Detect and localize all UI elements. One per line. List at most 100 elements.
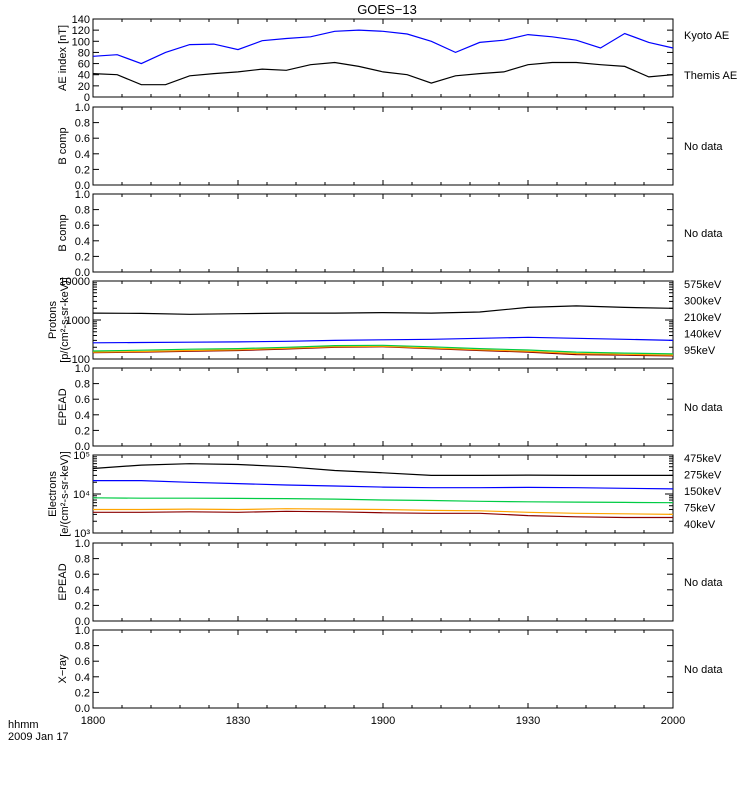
- y-axis-unit-label: [e/(cm²-s-sr-keV)]: [59, 451, 71, 537]
- y-tick-label: 1.0: [75, 363, 90, 375]
- panel-protons: 100 1000 10000 Protons [p/(cm²-s-sr-keV)] 575…: [47, 276, 722, 366]
- y-tick-label: 20: [78, 81, 90, 93]
- panel-xray: 0.0 0.2 0.4 0.6 0.8 1.0 X−ray No data: [57, 625, 723, 715]
- figure-title: GOES−13: [357, 2, 417, 17]
- y-tick-label: 0.6: [75, 656, 90, 668]
- legend-label: 210keV: [684, 312, 722, 324]
- series-line-95kev: [92, 305, 674, 315]
- y-tick-label: 1.0: [75, 189, 90, 201]
- legend-label: 140keV: [684, 329, 722, 341]
- no-data-label: No data: [684, 664, 723, 676]
- y-tick-label: 0.8: [75, 205, 90, 217]
- legend-label: 475keV: [684, 453, 722, 465]
- y-tick-label: 1.0: [75, 102, 90, 114]
- y-axis-label: X−ray: [57, 654, 69, 684]
- y-tick-label: 0.4: [75, 410, 90, 422]
- y-tick-label: 60: [78, 59, 90, 71]
- y-tick-label: 0.8: [75, 554, 90, 566]
- y-tick-label: 0.8: [75, 118, 90, 130]
- y-axis-label: AE index [nT]: [57, 25, 69, 91]
- y-axis-label: Electrons: [47, 471, 59, 517]
- y-tick-label: 0.0: [75, 441, 90, 453]
- y-axis-label: Protons: [47, 301, 59, 339]
- legend-label: 275keV: [684, 470, 722, 482]
- y-tick-label: 120: [72, 25, 90, 37]
- y-tick-label: 0.0: [75, 616, 90, 628]
- y-tick-label: 1.0: [75, 625, 90, 637]
- series-line-75kev: [93, 480, 674, 490]
- x-tick-label: 1830: [226, 715, 250, 727]
- y-tick-label: 0.2: [75, 687, 90, 699]
- no-data-label: No data: [684, 141, 723, 153]
- y-tick-label: 10⁵: [73, 450, 90, 462]
- series-line-kyoto-ae: [92, 29, 674, 65]
- y-tick-label: 0.4: [75, 672, 90, 684]
- y-tick-label: 40: [78, 70, 90, 82]
- series-line-300kev: [92, 345, 674, 356]
- series-line-40kev: [92, 463, 673, 476]
- y-tick-label: 0.6: [75, 133, 90, 145]
- legend-label: Themis AE: [684, 70, 737, 82]
- legend-label: 40keV: [684, 519, 716, 531]
- y-tick-label: 1000: [66, 315, 90, 327]
- y-tick-label: 0.6: [75, 394, 90, 406]
- y-axis-label: B comp: [57, 127, 69, 164]
- x-tick-label: 1900: [371, 715, 395, 727]
- no-data-label: No data: [684, 402, 723, 414]
- y-tick-label: 0.4: [75, 585, 90, 597]
- y-tick-label: 0.2: [75, 425, 90, 437]
- panel-epead2: 0.0 0.2 0.4 0.6 0.8 1.0 EPEAD No data: [57, 538, 723, 628]
- y-tick-label: 1.0: [75, 538, 90, 550]
- y-tick-label: 10⁴: [73, 489, 90, 501]
- y-tick-label: 80: [78, 47, 90, 59]
- x-tick-label: 2000: [661, 715, 685, 727]
- y-tick-label: 0.0: [75, 180, 90, 192]
- series-line-150kev: [92, 497, 674, 504]
- no-data-label: No data: [684, 577, 723, 589]
- legend-label: 95keV: [684, 345, 716, 357]
- y-tick-label: 0: [84, 92, 90, 104]
- y-tick-label: 0.8: [75, 379, 90, 391]
- y-tick-label: 10³: [74, 528, 90, 540]
- y-tick-label: 0.4: [75, 236, 90, 248]
- y-tick-label: 140: [72, 14, 90, 26]
- y-tick-label: 0.4: [75, 149, 90, 161]
- series-line-475kev: [93, 510, 673, 519]
- y-axis-unit-label: [p/(cm²-s-sr-keV)]: [59, 277, 71, 363]
- y-tick-label: 0.6: [75, 220, 90, 232]
- y-tick-label: 0.6: [75, 569, 90, 581]
- y-tick-label: 100: [72, 36, 90, 48]
- series-line-275kev: [93, 508, 674, 515]
- y-tick-label: 10000: [59, 276, 90, 288]
- time-axis: 1800 1830 1900 1930 2000: [81, 715, 685, 727]
- legend-label: 575keV: [684, 279, 722, 291]
- series-line-140kev: [92, 336, 674, 344]
- date-label: 2009 Jan 17: [8, 731, 69, 743]
- y-tick-label: 0.2: [75, 251, 90, 263]
- legend-label: Kyoto AE: [684, 30, 729, 42]
- x-tick-label: 1930: [516, 715, 540, 727]
- y-tick-label: 0.2: [75, 164, 90, 176]
- y-tick-label: 0.0: [75, 703, 90, 715]
- legend-label: 75keV: [684, 503, 716, 515]
- time-format-label: hhmm: [8, 719, 39, 731]
- panel-epead1: 0.0 0.2 0.4 0.6 0.8 1.0 EPEAD No data: [57, 363, 723, 453]
- y-axis-label: EPEAD: [57, 388, 69, 425]
- y-tick-label: 0.2: [75, 600, 90, 612]
- y-tick-label: 100: [72, 354, 90, 366]
- panel-b2: 0.0 0.2 0.4 0.6 0.8 1.0 B comp No data: [57, 189, 723, 279]
- panel-electrons: 10³ 10⁴ 10⁵ Electrons [e/(cm²-s-sr-keV)] 475k…: [47, 450, 722, 540]
- series-line-210kev: [92, 344, 674, 355]
- x-tick-label: 1800: [81, 715, 105, 727]
- y-tick-label: 0.8: [75, 641, 90, 653]
- legend-label: 150keV: [684, 486, 722, 498]
- no-data-label: No data: [684, 228, 723, 240]
- y-axis-label: B comp: [57, 214, 69, 251]
- panel-b1: 0.0 0.2 0.4 0.6 0.8 1.0 B comp No data: [57, 102, 723, 192]
- legend-label: 300keV: [684, 296, 722, 308]
- series-line-themis-ae: [92, 61, 674, 86]
- y-axis-label: EPEAD: [57, 563, 69, 600]
